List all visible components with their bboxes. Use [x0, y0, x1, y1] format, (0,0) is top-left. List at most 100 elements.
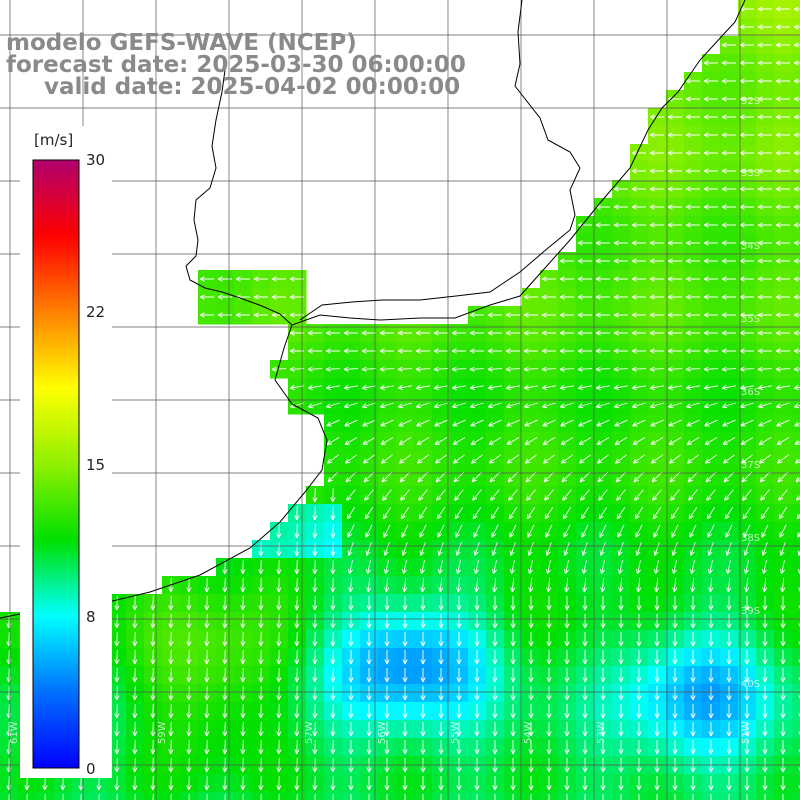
wind-arrow — [708, 686, 714, 701]
wind-arrow — [438, 776, 444, 791]
wind-arrow — [726, 614, 732, 629]
wind-arrow — [217, 312, 232, 318]
wind-arrow — [577, 312, 592, 318]
wind-arrow — [649, 276, 664, 282]
wind-arrow — [199, 312, 214, 318]
wind-arrow — [528, 776, 534, 791]
wind-arrow — [667, 402, 682, 409]
wind-arrow — [366, 740, 372, 755]
wind-arrow — [653, 542, 660, 556]
colorbar-tick-8: 8 — [86, 608, 96, 626]
wind-arrow — [685, 78, 700, 84]
wind-arrow — [204, 721, 210, 737]
wind-arrow — [672, 614, 678, 629]
wind-arrow — [348, 668, 354, 683]
wind-arrow — [397, 348, 412, 354]
wind-arrow — [132, 721, 138, 737]
wind-cell — [792, 594, 800, 613]
wind-arrow — [721, 168, 736, 174]
wind-arrow — [707, 524, 715, 538]
wind-arrow — [491, 542, 498, 556]
wind-arrow — [488, 437, 502, 445]
wind-arrow — [361, 348, 376, 354]
wind-arrow — [456, 722, 462, 737]
wind-arrow — [401, 542, 408, 556]
wind-arrow — [204, 667, 210, 683]
wind-arrow — [613, 312, 628, 318]
wind-arrow — [546, 577, 552, 593]
wind-arrow — [708, 596, 714, 611]
wind-arrow — [436, 506, 446, 520]
wind-arrow — [654, 686, 660, 701]
wind-arrow — [362, 419, 376, 427]
wind-arrow — [775, 294, 790, 300]
wind-arrow — [725, 560, 731, 575]
wind-arrow — [667, 114, 682, 120]
wind-arrow — [689, 542, 696, 556]
wind-arrow — [258, 613, 264, 629]
wind-arrow — [397, 402, 412, 409]
wind-arrow — [793, 204, 800, 210]
wind-arrow — [780, 577, 786, 593]
wind-arrow — [618, 577, 624, 593]
wind-arrow — [559, 312, 574, 318]
wind-arrow — [294, 577, 300, 593]
wind-arrow — [168, 667, 174, 683]
wind-arrow — [690, 740, 696, 755]
wind-arrow — [510, 614, 516, 629]
wind-arrow — [541, 402, 556, 409]
wind-arrow — [487, 312, 502, 318]
wind-arrow — [240, 775, 246, 791]
wind-arrow — [793, 294, 800, 300]
wind-arrow — [473, 560, 479, 575]
wind-arrow — [743, 524, 751, 538]
wind-arrow — [757, 258, 772, 264]
wind-arrow — [455, 524, 463, 538]
wind-arrow — [474, 740, 480, 755]
wind-arrow — [582, 577, 588, 593]
wind-arrow — [757, 78, 772, 84]
wind-arrow — [258, 559, 264, 575]
wind-arrow — [638, 794, 640, 800]
wind-arrow — [186, 649, 192, 665]
wind-arrow — [420, 596, 426, 611]
wind-arrow — [649, 222, 664, 228]
wind-arrow — [510, 596, 516, 611]
wind-arrow — [240, 739, 246, 755]
wind-arrow — [703, 276, 718, 282]
wind-arrow — [416, 419, 430, 427]
wind-arrow — [667, 258, 682, 264]
wind-arrow — [775, 348, 790, 354]
wind-arrow — [703, 384, 718, 391]
wind-arrow — [780, 740, 786, 755]
wind-arrow — [492, 776, 498, 791]
wind-arrow — [559, 366, 575, 372]
wind-arrow — [451, 384, 466, 391]
wind-arrow — [667, 186, 682, 192]
lon-label: 61W — [9, 721, 20, 744]
wind-arrow — [346, 506, 356, 520]
wind-arrow — [685, 330, 700, 336]
wind-arrow — [685, 402, 700, 409]
wind-arrow — [739, 258, 754, 264]
wind-arrow — [757, 366, 773, 372]
wind-arrow — [312, 703, 318, 719]
wind-arrow — [757, 60, 772, 66]
wind-arrow — [793, 403, 800, 409]
wind-arrow — [739, 204, 754, 210]
wind-arrow — [314, 793, 316, 800]
wind-arrow — [757, 276, 772, 282]
wind-arrow — [618, 776, 624, 791]
wind-arrow — [708, 577, 714, 593]
wind-arrow — [757, 348, 772, 354]
wind-arrow — [132, 685, 138, 701]
wind-arrow — [726, 632, 732, 647]
wind-arrow — [794, 421, 800, 427]
wind-arrow — [582, 704, 588, 719]
wind-arrow — [510, 632, 516, 647]
wind-arrow — [384, 722, 390, 737]
wind-arrow — [703, 294, 718, 300]
wind-arrow — [402, 614, 408, 629]
wind-arrow — [361, 366, 377, 372]
wind-arrow — [384, 686, 390, 701]
